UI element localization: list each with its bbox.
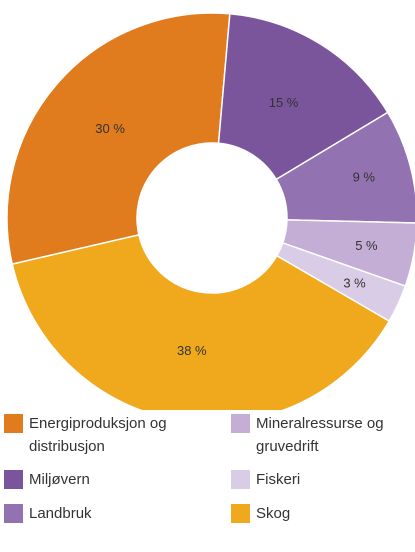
- value-label: 9 %: [353, 169, 376, 184]
- legend-item: Energiproduksjon og distribusjon: [4, 412, 231, 468]
- slice: [217, 12, 389, 181]
- value-label: 5 %: [355, 238, 378, 253]
- slice: [275, 111, 415, 224]
- legend-swatch: [4, 504, 23, 523]
- value-label: 15 %: [269, 95, 299, 110]
- legend-swatch: [231, 504, 250, 523]
- legend-item: Skog: [231, 502, 415, 536]
- legend-item: Fiskeri: [231, 468, 415, 502]
- legend-label: Fiskeri: [256, 471, 301, 488]
- value-label: 3 %: [343, 275, 366, 290]
- chart: 30 % 15 % 9 % 5 % 3 % 38 %: [6, 12, 415, 410]
- slice: [11, 233, 391, 410]
- legend-swatch: [231, 470, 250, 489]
- legend-label: Miljøvern: [29, 471, 90, 488]
- value-label: 30 %: [95, 121, 125, 136]
- legend-swatch: [4, 470, 23, 489]
- legend-swatch: [4, 414, 23, 433]
- value-label: 38 %: [177, 343, 207, 358]
- legend-label: Mineralressurse og gruvedrift: [256, 415, 384, 455]
- legend-label: Energiproduksjon og distribusjon: [29, 415, 167, 455]
- legend-swatch: [231, 414, 250, 433]
- legend-label: Skog: [256, 505, 291, 522]
- legend-label: Landbruk: [29, 505, 92, 522]
- legend-item: Landbruk: [4, 502, 231, 536]
- legend-item: Miljøvern: [4, 468, 231, 502]
- legend: Energiproduksjon og distribusjon Miljøver…: [4, 412, 415, 536]
- legend-item: Mineralressurse og gruvedrift: [231, 412, 415, 468]
- slice: [6, 12, 231, 266]
